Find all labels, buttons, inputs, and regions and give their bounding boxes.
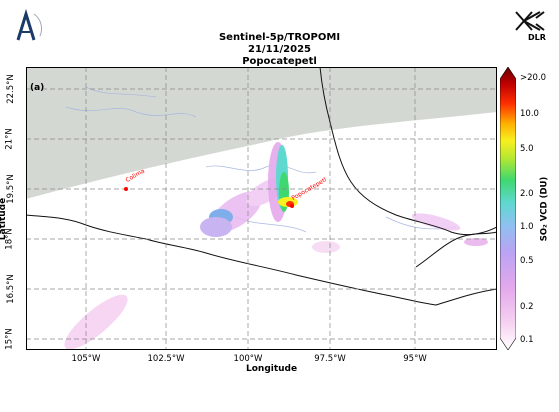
lon-tick: 105°W [71, 354, 101, 364]
title-date: 21/11/2025 [248, 44, 311, 55]
panel-label: (a) [30, 83, 45, 93]
x-axis-label: Longitude [246, 364, 298, 374]
dlr-logo-text: DLR [528, 33, 546, 42]
colima-marker [124, 187, 128, 191]
title-volcano: Popocatepetl [242, 56, 317, 67]
dlr-logo: DLR [508, 8, 554, 44]
colorbar-tick: >20.0 [520, 73, 547, 83]
colorbar-label: SO₂ VCD (DU) [539, 176, 550, 242]
colorbar [499, 66, 517, 351]
coastline-gulf-2 [415, 231, 497, 268]
colorbar-tick: 0.5 [520, 256, 534, 266]
coastline-pacific [26, 214, 497, 306]
no-data-region [26, 67, 497, 199]
so2-field [64, 178, 488, 350]
coastline-gulf [319, 67, 497, 236]
lon-tick: 97.5°W [314, 354, 346, 364]
colorbar-tick: 5.0 [520, 144, 534, 154]
lon-tick: 102.5°W [147, 354, 185, 364]
agency-logo [4, 6, 44, 46]
lat-tick: 22.5°N [5, 74, 16, 104]
popocatepetl-marker [290, 204, 294, 208]
colorbar-tick: 2.0 [520, 189, 534, 199]
colorbar-tick: 0.1 [520, 335, 534, 345]
lat-tick: 15°N [4, 328, 15, 350]
lat-tick: 21°N [4, 128, 15, 150]
lon-tick: 95°W [403, 354, 427, 364]
graticule [26, 67, 497, 350]
y-axis-label: Latitude [0, 197, 9, 241]
map-panel: (a) Colima Popocatepetl [26, 67, 497, 350]
colorbar-tick: 10.0 [520, 109, 539, 119]
colorbar-tick: 0.2 [520, 302, 534, 312]
title-instrument: Sentinel-5p/TROPOMI [218, 32, 341, 43]
lon-tick: 100°W [233, 354, 263, 364]
lat-tick: 16.5°N [5, 274, 16, 304]
colorbar-tick: 1.0 [520, 222, 534, 232]
